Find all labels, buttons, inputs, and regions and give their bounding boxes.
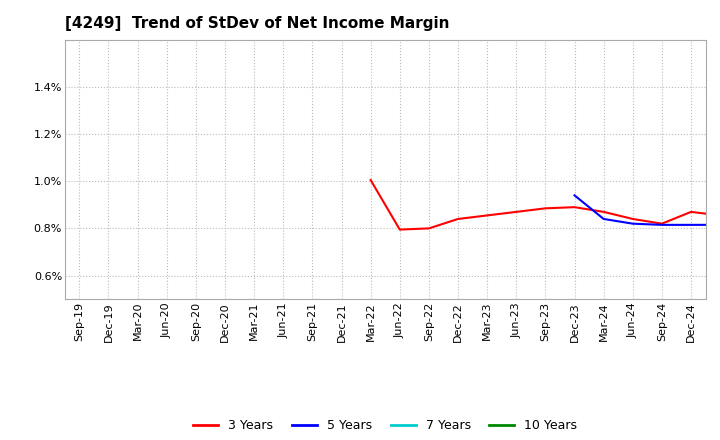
3 Years	[716, 213, 720, 218]
3 Years	[599, 209, 608, 215]
5 Years	[716, 222, 720, 227]
3 Years	[483, 213, 492, 218]
3 Years	[454, 216, 462, 222]
3 Years	[541, 205, 550, 211]
3 Years	[687, 209, 696, 215]
5 Years	[687, 222, 696, 227]
3 Years	[425, 226, 433, 231]
3 Years	[366, 177, 375, 183]
3 Years	[657, 221, 666, 226]
3 Years	[395, 227, 404, 232]
Line: 3 Years: 3 Years	[371, 180, 720, 230]
3 Years	[512, 209, 521, 215]
5 Years	[570, 193, 579, 198]
Legend: 3 Years, 5 Years, 7 Years, 10 Years: 3 Years, 5 Years, 7 Years, 10 Years	[188, 414, 582, 437]
5 Years	[629, 221, 637, 226]
5 Years	[599, 216, 608, 222]
3 Years	[570, 205, 579, 210]
5 Years	[657, 222, 666, 227]
Line: 5 Years: 5 Years	[575, 195, 720, 225]
3 Years	[629, 216, 637, 222]
Text: [4249]  Trend of StDev of Net Income Margin: [4249] Trend of StDev of Net Income Marg…	[65, 16, 449, 32]
